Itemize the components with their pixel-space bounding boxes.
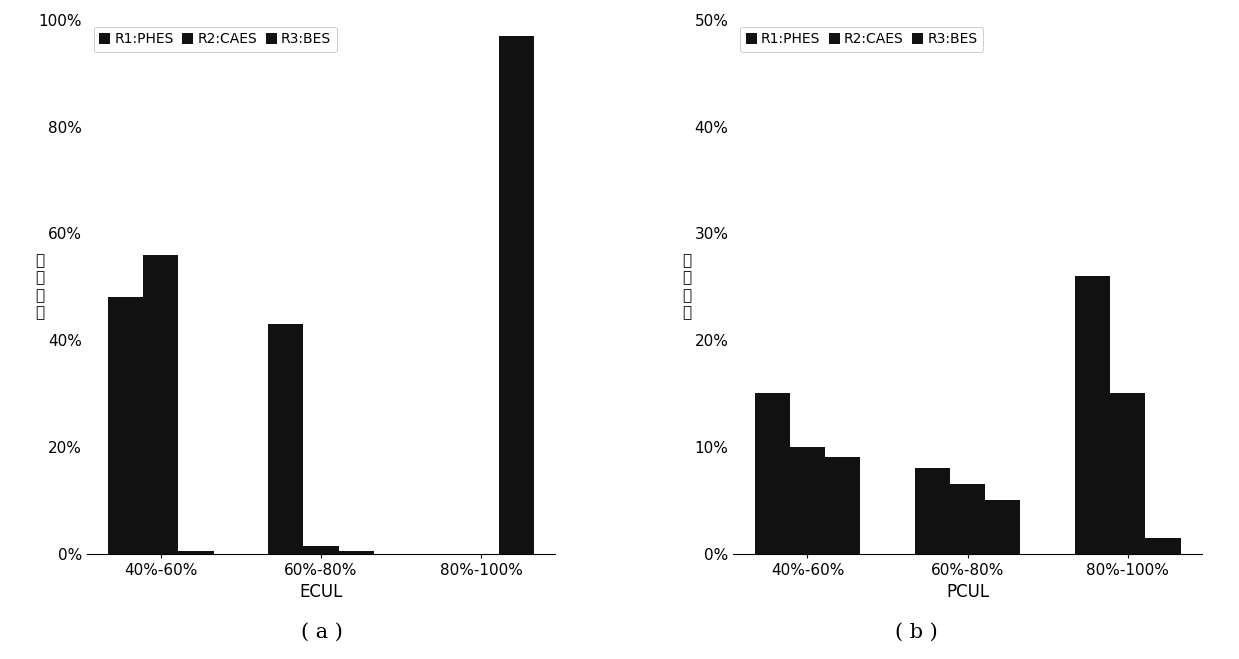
Bar: [914, 468, 950, 554]
Bar: [338, 551, 374, 554]
X-axis label: ECUL: ECUL: [300, 583, 343, 601]
Bar: [178, 551, 213, 554]
Bar: [789, 447, 825, 554]
Bar: [755, 393, 789, 554]
Bar: [985, 500, 1021, 554]
Bar: [144, 254, 178, 554]
Bar: [1145, 538, 1181, 554]
Legend: R1:PHES, R2:CAES, R3:BES: R1:PHES, R2:CAES, R3:BES: [94, 27, 337, 52]
Bar: [1075, 276, 1110, 554]
Bar: [108, 297, 144, 554]
Bar: [1110, 393, 1145, 554]
Bar: [499, 36, 534, 554]
Bar: [825, 457, 860, 554]
Legend: R1:PHES, R2:CAES, R3:BES: R1:PHES, R2:CAES, R3:BES: [740, 27, 983, 52]
Bar: [268, 324, 304, 554]
Text: 概
率
密
度: 概 率 密 度: [36, 253, 45, 320]
Text: ( a ): ( a ): [301, 623, 343, 642]
Text: 概
率
密
度: 概 率 密 度: [681, 253, 691, 320]
Bar: [304, 546, 338, 554]
X-axis label: PCUL: PCUL: [947, 583, 989, 601]
Bar: [950, 484, 985, 554]
Text: ( b ): ( b ): [896, 623, 938, 642]
